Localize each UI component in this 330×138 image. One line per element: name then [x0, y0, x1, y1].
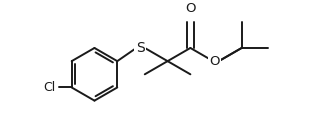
Text: S: S: [136, 41, 145, 55]
Text: O: O: [209, 55, 219, 68]
Text: Cl: Cl: [44, 81, 56, 94]
Text: O: O: [185, 2, 196, 15]
